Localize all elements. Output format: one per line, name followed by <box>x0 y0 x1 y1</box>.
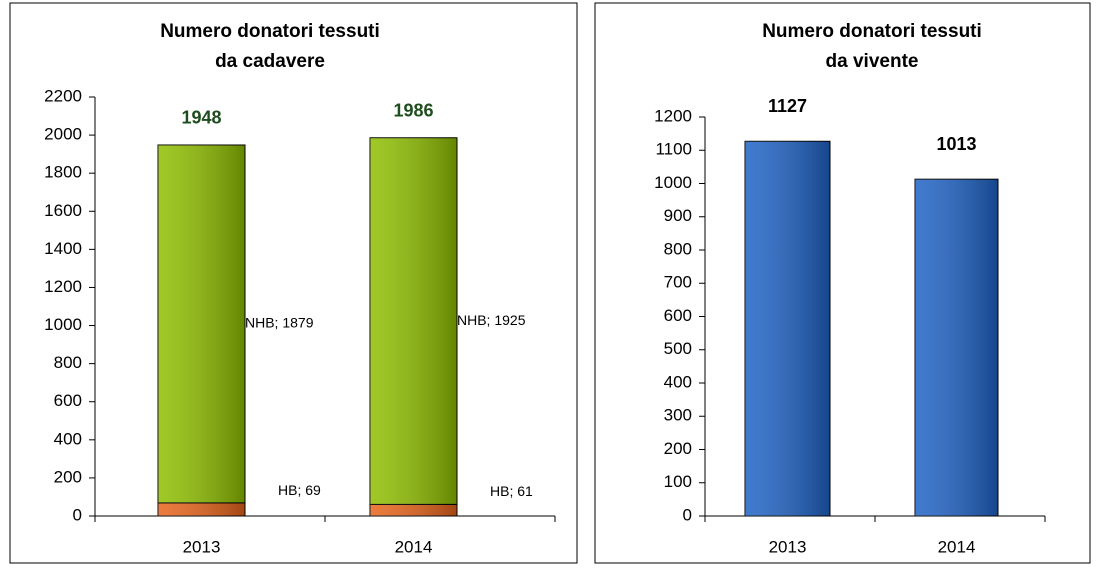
value-label: 1013 <box>936 134 976 154</box>
bar <box>369 503 458 517</box>
y-tick-label: 1200 <box>44 277 82 296</box>
y-tick-label: 200 <box>664 439 692 458</box>
x-tick-label: 2014 <box>395 537 433 556</box>
data-label: NHB; 1925 <box>457 312 526 328</box>
y-tick-label: 800 <box>54 353 82 372</box>
y-tick-label: 500 <box>664 339 692 358</box>
data-label: HB; 69 <box>278 482 321 498</box>
y-tick-label: 2200 <box>44 86 82 105</box>
x-tick-label: 2013 <box>769 537 807 556</box>
y-tick-label: 1000 <box>44 315 82 334</box>
y-tick-label: 1600 <box>44 201 82 220</box>
bar <box>369 137 458 505</box>
y-tick-label: 700 <box>664 273 692 292</box>
total-label: 1948 <box>181 108 221 128</box>
x-tick-label: 2014 <box>938 537 976 556</box>
bar <box>157 144 246 504</box>
chart-title: Numero donatori tessuti <box>762 21 982 42</box>
chart-title: da vivente <box>826 51 919 72</box>
y-tick-label: 600 <box>664 306 692 325</box>
chart-title: Numero donatori tessuti <box>160 21 380 42</box>
y-tick-label: 0 <box>73 505 82 524</box>
y-tick-label: 800 <box>664 239 692 258</box>
y-tick-label: 200 <box>54 467 82 486</box>
bar <box>157 502 246 517</box>
y-tick-label: 1200 <box>654 106 692 125</box>
chart-title: da cadavere <box>215 51 325 72</box>
bar <box>744 140 831 517</box>
y-tick-label: 1800 <box>44 163 82 182</box>
x-tick-label: 2013 <box>183 537 221 556</box>
bar <box>914 178 999 517</box>
chart-frame <box>594 2 1091 564</box>
chart-frame <box>9 2 578 564</box>
y-tick-label: 900 <box>664 206 692 225</box>
y-tick-label: 2000 <box>44 125 82 144</box>
total-label: 1986 <box>393 101 433 121</box>
y-tick-label: 300 <box>664 406 692 425</box>
value-label: 1127 <box>768 96 807 116</box>
y-tick-label: 1000 <box>654 173 692 192</box>
y-tick-label: 400 <box>664 372 692 391</box>
y-tick-label: 1400 <box>44 239 82 258</box>
data-label: NHB; 1879 <box>245 315 314 331</box>
y-tick-label: 600 <box>54 391 82 410</box>
y-tick-label: 100 <box>664 472 692 491</box>
y-tick-label: 0 <box>683 505 692 524</box>
data-label: HB; 61 <box>490 483 533 499</box>
y-tick-label: 400 <box>54 429 82 448</box>
y-tick-label: 1100 <box>655 140 692 159</box>
